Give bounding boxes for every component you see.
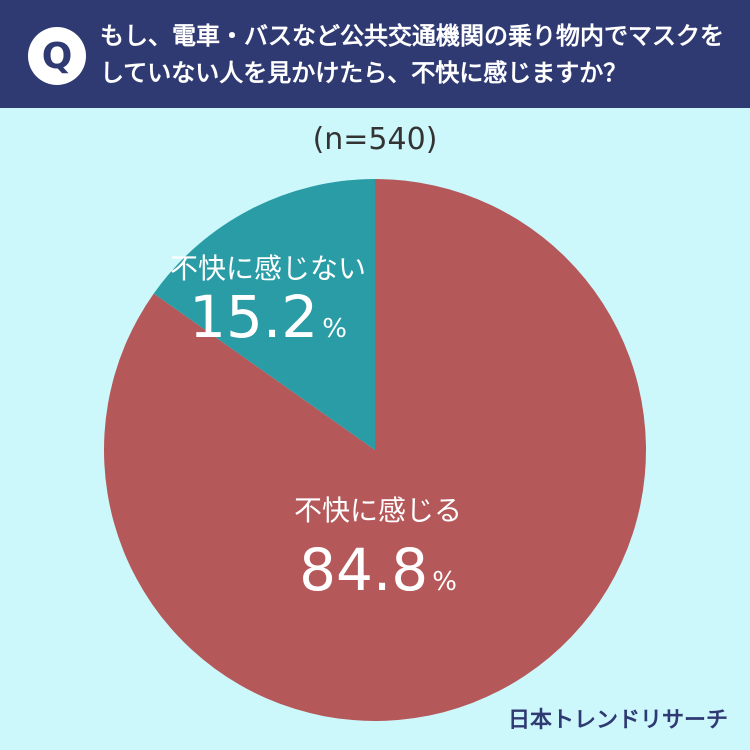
question-header: Q もし、電車・バスなど公共交通機関の乗り物内でマスクを していない人を見かけた… bbox=[0, 0, 750, 108]
slice-category-label: 不快に感じない bbox=[170, 252, 366, 285]
slice-value-label: 15.2% bbox=[189, 283, 347, 351]
question-line-1: もし、電車・バスなど公共交通機関の乗り物内でマスクを bbox=[100, 22, 724, 50]
question-text: もし、電車・バスなど公共交通機関の乗り物内でマスクを していない人を見かけたら、… bbox=[100, 18, 730, 92]
question-line-2: していない人を見かけたら、不快に感じますか？ bbox=[100, 59, 628, 87]
pie-slice-2 bbox=[153, 179, 375, 450]
question-badge: Q bbox=[28, 27, 86, 85]
slice-category-label: 不快に感じる bbox=[294, 494, 462, 527]
slice-value-label: 84.8% bbox=[299, 536, 457, 604]
brand-logo: 日本トレンドリサーチ bbox=[507, 708, 728, 733]
sample-size: (n=540) bbox=[312, 122, 438, 157]
